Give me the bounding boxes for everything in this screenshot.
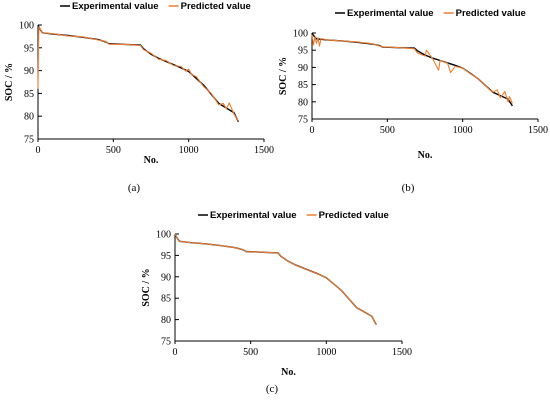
x-tick-label: 500 [380,125,395,136]
x-tick-label: 0 [310,125,315,136]
y-axis-label: SOC / % [4,63,15,101]
y-tick-label: 85 [24,89,34,100]
series-line-experimental [37,24,240,123]
panel-label: (b) [402,182,415,194]
x-tick-label: 1000 [453,125,473,136]
y-tick-label: 100 [19,21,34,32]
legend-label-predicted: Predicted value [456,8,526,19]
y-tick-label: 90 [298,63,308,74]
y-axis-label: SOC / % [278,57,289,95]
panel-label: (a) [128,182,141,194]
legend-label-experimental: Experimental value [72,1,159,12]
y-tick-label: 75 [24,135,34,146]
x-tick-label: 500 [243,347,258,358]
x-axis-label: No. [281,367,296,378]
x-axis-label: No. [418,150,433,161]
panel-label: (c) [266,383,279,395]
y-tick-label: 95 [161,251,171,262]
y-tick-label: 95 [24,43,34,54]
y-tick-label: 85 [161,294,171,305]
y-tick-label: 85 [298,80,308,91]
y-tick-label: 75 [298,115,308,126]
series-line-experimental [311,32,513,107]
x-tick-label: 1500 [392,347,412,358]
x-tick-label: 1500 [254,145,274,156]
legend-label-predicted: Predicted value [181,1,251,12]
x-tick-label: 1500 [528,125,548,136]
y-tick-label: 100 [156,230,171,241]
y-tick-label: 80 [24,112,34,123]
x-tick-label: 0 [173,347,178,358]
series-line-predicted [174,233,377,325]
y-tick-label: 100 [293,29,308,40]
y-tick-label: 90 [24,66,34,77]
y-tick-label: 95 [298,46,308,57]
legend-label-predicted: Predicted value [319,210,389,221]
series-line-predicted [311,34,513,104]
y-tick-label: 90 [161,272,171,283]
x-tick-label: 1000 [316,347,336,358]
y-axis-label: SOC / % [141,268,152,306]
legend-label-experimental: Experimental value [347,8,434,19]
y-tick-label: 80 [298,97,308,108]
y-tick-label: 75 [161,337,171,348]
x-tick-label: 500 [106,145,121,156]
x-tick-label: 1000 [179,145,199,156]
series-line-predicted [37,26,239,122]
series-line-experimental [174,233,377,326]
x-tick-label: 0 [36,145,41,156]
legend-label-experimental: Experimental value [210,210,297,221]
x-axis-label: No. [144,155,159,166]
y-tick-label: 80 [161,315,171,326]
